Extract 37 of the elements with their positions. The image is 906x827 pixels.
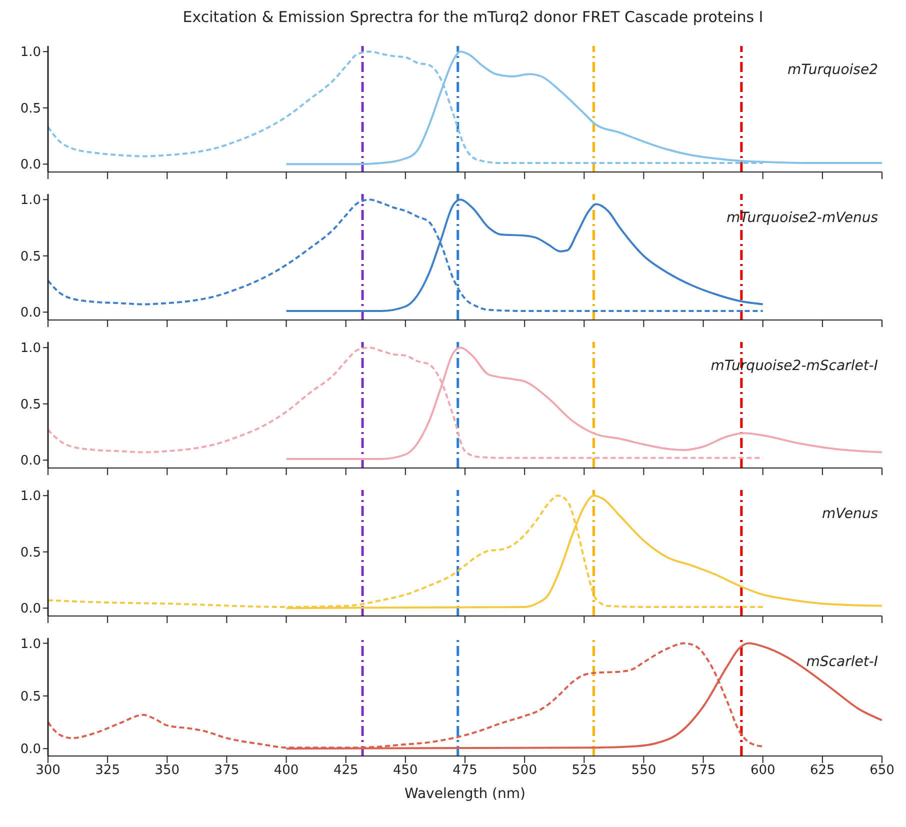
x-tick-label: 325 <box>95 763 120 778</box>
x-tick-label: 350 <box>154 763 180 778</box>
x-tick-label: 450 <box>393 763 418 778</box>
x-tick-label: 375 <box>214 763 240 778</box>
y-tick-label: 0.0 <box>20 454 41 469</box>
annotation: mScarlet-I <box>806 654 878 670</box>
x-tick-label: 500 <box>512 763 537 778</box>
y-tick-label: 0.0 <box>20 158 41 173</box>
x-tick-label: 650 <box>870 763 894 778</box>
y-tick-label: 1.0 <box>20 341 41 356</box>
annotation: mTurquoise2 <box>788 62 878 78</box>
x-tick-label: 475 <box>452 763 478 778</box>
annotation: mTurquoise2-mScarlet-I <box>710 358 878 374</box>
y-tick-label: 1.0 <box>20 489 41 504</box>
chart-title: Excitation & Emission Sprectra for the mTurq2 donor FRET Cascade proteins I <box>182 8 764 28</box>
y-tick-label: 0.5 <box>20 101 41 116</box>
x-tick-label: 550 <box>631 763 656 778</box>
y-tick-label: 0.5 <box>20 397 41 412</box>
y-tick-label: 0.0 <box>20 742 41 758</box>
y-tick-label: 0.5 <box>20 690 41 705</box>
x-tick-label: 625 <box>810 763 835 778</box>
x-axis-title: Wavelength (nm) <box>404 786 526 802</box>
x-tick-label: 600 <box>750 763 776 778</box>
y-tick-label: 1.0 <box>20 45 41 60</box>
annotation: mVenus <box>822 506 878 522</box>
y-tick-label: 0.5 <box>20 249 41 264</box>
x-tick-label: 425 <box>333 763 358 778</box>
y-tick-label: 1.0 <box>20 636 41 652</box>
y-tick-label: 0.0 <box>20 306 41 321</box>
x-tick-label: 400 <box>274 763 299 778</box>
x-tick-label: 575 <box>690 763 716 778</box>
x-tick-label: 300 <box>36 763 60 778</box>
y-tick-label: 0.0 <box>20 602 41 617</box>
y-tick-label: 0.5 <box>20 545 41 560</box>
y-tick-label: 1.0 <box>20 193 41 208</box>
annotation: mTurquoise2-mVenus <box>726 210 878 226</box>
x-tick-label: 525 <box>572 763 597 778</box>
